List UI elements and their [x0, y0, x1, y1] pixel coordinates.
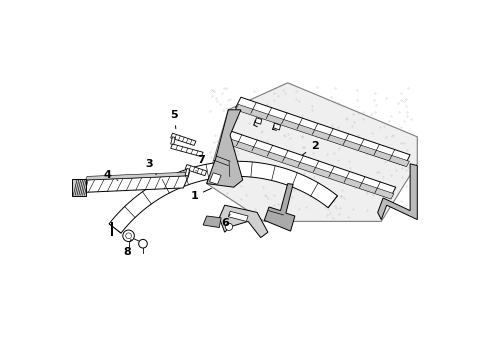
Polygon shape: [170, 144, 203, 157]
Text: 5: 5: [170, 110, 178, 129]
Polygon shape: [203, 216, 221, 228]
Polygon shape: [185, 168, 189, 176]
Polygon shape: [235, 104, 408, 167]
Polygon shape: [221, 130, 395, 198]
Circle shape: [225, 223, 232, 230]
Polygon shape: [170, 133, 196, 145]
Circle shape: [122, 230, 134, 242]
Text: 2: 2: [302, 141, 318, 155]
Polygon shape: [170, 137, 175, 145]
Polygon shape: [185, 165, 206, 176]
Polygon shape: [255, 118, 261, 124]
Text: 7: 7: [196, 155, 205, 171]
Polygon shape: [219, 205, 267, 238]
Polygon shape: [264, 184, 294, 231]
Text: 1: 1: [190, 188, 211, 201]
Polygon shape: [206, 110, 242, 187]
Circle shape: [139, 239, 147, 248]
Circle shape: [125, 233, 131, 239]
Polygon shape: [79, 176, 188, 193]
Polygon shape: [209, 173, 221, 184]
Polygon shape: [206, 83, 416, 221]
Polygon shape: [72, 179, 86, 196]
Polygon shape: [85, 172, 189, 180]
Polygon shape: [228, 211, 247, 221]
Polygon shape: [221, 137, 393, 199]
Polygon shape: [111, 222, 112, 235]
Polygon shape: [109, 161, 337, 233]
Text: 8: 8: [123, 239, 131, 257]
Text: 3: 3: [145, 159, 156, 175]
Text: 6: 6: [220, 214, 230, 228]
Polygon shape: [235, 97, 409, 166]
Polygon shape: [273, 123, 280, 130]
Polygon shape: [377, 164, 416, 220]
Text: 4: 4: [103, 170, 118, 180]
